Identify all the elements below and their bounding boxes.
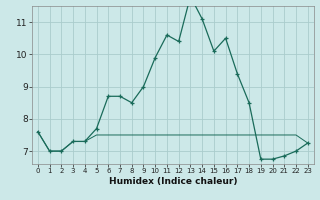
X-axis label: Humidex (Indice chaleur): Humidex (Indice chaleur)	[108, 177, 237, 186]
